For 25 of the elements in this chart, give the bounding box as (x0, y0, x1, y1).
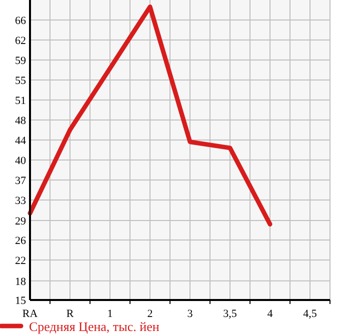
y-tick-label: 26 (15, 234, 26, 247)
x-tick-label: 3 (187, 308, 194, 320)
y-tick-label: 59 (15, 55, 26, 68)
y-tick-label: 18 (15, 276, 26, 288)
x-tick-label: 1 (107, 308, 113, 320)
y-tick-label: 66 (15, 14, 26, 27)
x-tick-label: 2 (147, 308, 153, 320)
y-tick-label: 37 (15, 174, 26, 187)
y-tick-label: 48 (15, 114, 26, 127)
x-tick-label: 4 (267, 308, 274, 320)
y-tick-label: 44 (15, 135, 26, 148)
x-tick-label: 3,5 (223, 308, 238, 320)
line-series (28, 4, 272, 226)
y-tick-label: 29 (15, 215, 26, 228)
x-tick-label: R (66, 308, 74, 320)
y-tick-label: 40 (15, 154, 26, 167)
y-tick-label: 22 (15, 254, 26, 267)
x-tick-label: 4,5 (303, 308, 318, 320)
y-tick-label: 33 (15, 195, 26, 208)
y-tick-label: 15 (15, 295, 26, 307)
y-tick-label: 55 (15, 74, 26, 87)
y-tick-label: 51 (15, 94, 26, 107)
legend-label: Средняя Цена, тыс. йен (29, 319, 160, 334)
y-tick-label: 62 (15, 34, 26, 47)
x-tick-label: RA (22, 308, 38, 320)
